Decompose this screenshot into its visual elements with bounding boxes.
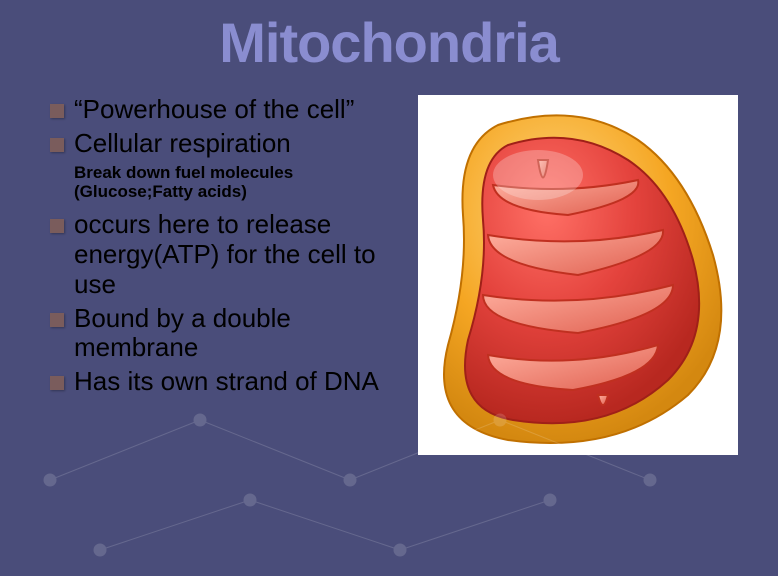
bullet-item: “Powerhouse of the cell”: [50, 95, 398, 125]
bullet-text: occurs here to release energy(ATP) for t…: [74, 210, 398, 300]
bullet-text: Cellular respiration: [74, 129, 291, 159]
sub-bullet-text: Break down fuel molecules (Glucose;Fatty…: [74, 163, 398, 202]
bullet-text: Has its own strand of DNA: [74, 367, 379, 397]
bullet-item: Has its own strand of DNA: [50, 367, 398, 397]
bullet-item: Cellular respiration: [50, 129, 398, 159]
bullet-icon: [50, 313, 64, 327]
content-area: “Powerhouse of the cell” Cellular respir…: [0, 75, 778, 455]
bullet-item: occurs here to release energy(ATP) for t…: [50, 210, 398, 300]
mitochondrion-icon: [418, 95, 738, 455]
bullet-text: Bound by a double membrane: [74, 304, 398, 364]
bullet-icon: [50, 104, 64, 118]
bullet-text: “Powerhouse of the cell”: [74, 95, 354, 125]
mitochondrion-image: [418, 95, 738, 455]
bullet-list: “Powerhouse of the cell” Cellular respir…: [50, 95, 398, 455]
bullet-icon: [50, 138, 64, 152]
bullet-icon: [50, 376, 64, 390]
bullet-item: Bound by a double membrane: [50, 304, 398, 364]
bullet-icon: [50, 219, 64, 233]
slide-title: Mitochondria: [0, 0, 778, 75]
